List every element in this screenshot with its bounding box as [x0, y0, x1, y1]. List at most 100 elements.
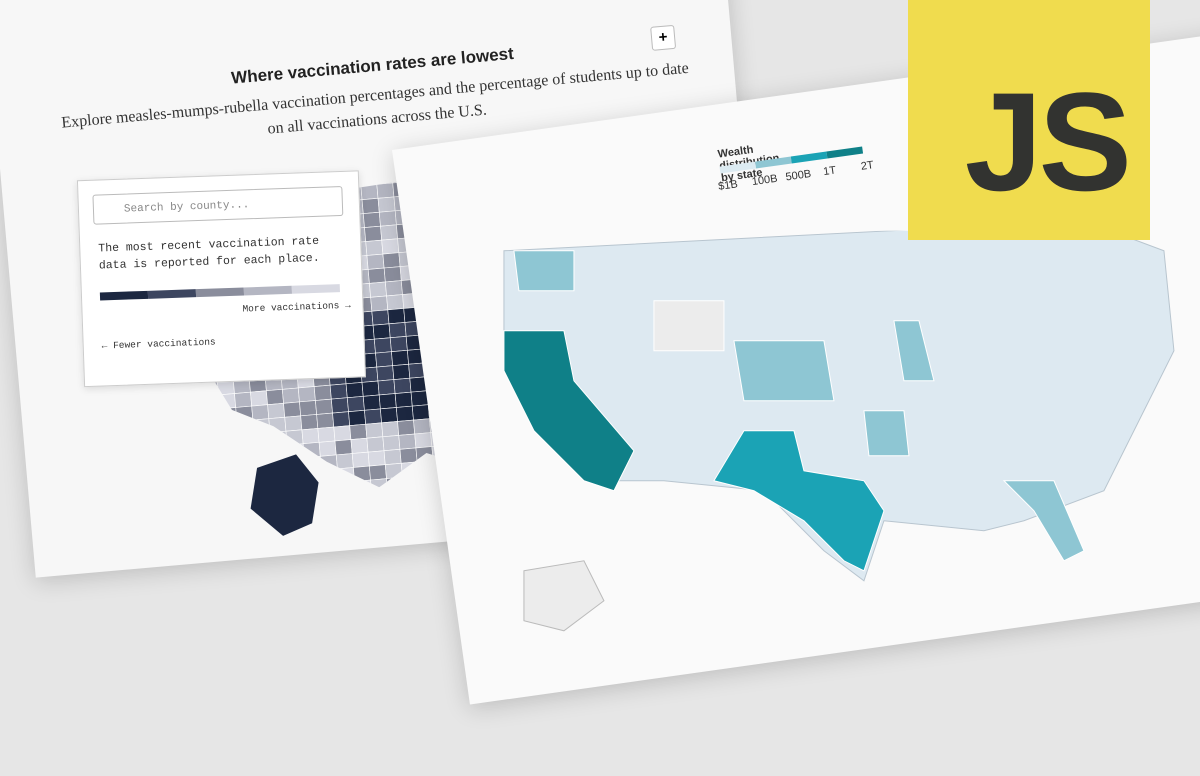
county: [317, 426, 336, 443]
wealth-card: Wealth distribution by state $1B 100B 50…: [392, 27, 1200, 705]
county: [236, 419, 255, 436]
county: [208, 464, 227, 481]
search-box[interactable]: Search by county...: [92, 185, 344, 225]
county: [382, 252, 401, 269]
county: [365, 239, 384, 256]
zoom-button[interactable]: +: [650, 24, 677, 51]
county: [192, 465, 211, 482]
county: [360, 184, 379, 201]
county: [228, 505, 245, 520]
county: [375, 168, 394, 185]
legend-low: ← Fewer vaccinations: [101, 336, 216, 352]
county: [177, 481, 196, 498]
county: [315, 398, 333, 415]
county: [400, 461, 419, 478]
legend-swatch: [99, 290, 149, 301]
county: [301, 428, 320, 445]
county: [185, 382, 203, 399]
county: [253, 432, 272, 449]
county: [172, 397, 189, 414]
arkansas: [863, 410, 910, 457]
county: [411, 404, 430, 421]
county: [251, 404, 270, 421]
county: [193, 479, 212, 496]
county: [403, 489, 422, 503]
county: [366, 253, 385, 270]
county: [419, 488, 438, 503]
county: [321, 468, 339, 485]
county: [204, 422, 223, 439]
county: [370, 478, 389, 495]
county: [350, 437, 369, 454]
county: [302, 442, 321, 459]
county: [196, 508, 213, 523]
county: [361, 380, 380, 397]
county: [351, 451, 370, 468]
county: [388, 322, 407, 339]
county: [187, 409, 206, 426]
county: [235, 405, 254, 422]
county: [194, 493, 213, 503]
county: [226, 490, 245, 503]
county: [397, 419, 416, 436]
county: [234, 391, 252, 408]
florida: [1002, 480, 1085, 562]
county: [331, 397, 349, 414]
county: [396, 405, 414, 422]
county: [329, 383, 348, 400]
county: [205, 436, 224, 453]
county: [387, 308, 406, 325]
county: [237, 433, 256, 450]
county: [413, 418, 431, 435]
county: [220, 421, 239, 438]
county: [250, 390, 268, 407]
county: [207, 450, 225, 467]
county: [212, 507, 229, 522]
county: [176, 467, 195, 484]
county: [338, 481, 357, 498]
washington: [513, 250, 575, 292]
control-panel: Search by county... The most recent vacc…: [76, 170, 366, 388]
county: [178, 495, 197, 503]
county: [376, 182, 395, 199]
county: [175, 453, 194, 470]
county: [386, 294, 405, 311]
county: [218, 393, 237, 410]
county: [369, 281, 387, 298]
county: [322, 482, 341, 499]
county: [332, 411, 351, 428]
wyoming: [653, 300, 725, 352]
county: [299, 400, 317, 417]
county: [252, 418, 271, 435]
state-map: [503, 230, 1175, 632]
plains: [733, 340, 835, 402]
logo-text: JS: [964, 63, 1132, 220]
county: [359, 170, 378, 187]
texas: [713, 430, 885, 572]
county: [415, 446, 434, 463]
county: [355, 493, 374, 503]
county: [349, 423, 368, 440]
alaska: [523, 560, 605, 632]
county: [337, 467, 355, 484]
county: [382, 435, 401, 452]
county: [393, 377, 412, 394]
county: [375, 351, 393, 368]
county: [361, 197, 380, 214]
county: [281, 387, 300, 404]
county: [364, 225, 383, 242]
county: [367, 267, 386, 284]
county: [371, 492, 390, 503]
county: [188, 423, 207, 440]
county: [174, 439, 192, 456]
county: [377, 379, 396, 396]
county: [362, 211, 381, 228]
county: [383, 449, 402, 465]
county: [399, 447, 418, 464]
county: [313, 384, 332, 401]
county: [268, 416, 287, 433]
county: [389, 336, 408, 353]
county: [380, 224, 398, 241]
county: [334, 439, 353, 456]
legend-tick: $1B: [717, 178, 739, 193]
